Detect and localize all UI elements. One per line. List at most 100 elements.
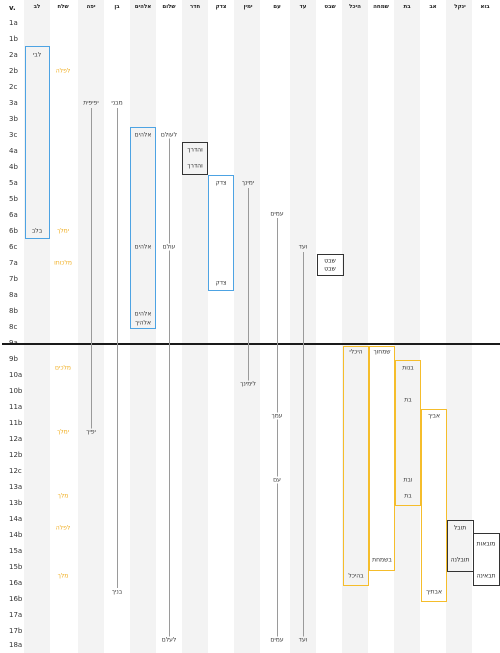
column-header-heichal: היכל (349, 4, 361, 10)
column-header-shalach: שלח (57, 4, 69, 10)
word-shalom-18b: לעלם (160, 636, 178, 644)
word-belev: בלב (31, 227, 43, 235)
verse-label: 6a (9, 211, 18, 219)
verse-label: 5b (9, 195, 18, 203)
verse-label: 2c (9, 83, 18, 91)
word-bo-16b: תבאינה (476, 572, 496, 580)
verse-label: 3b (9, 115, 18, 123)
group-box-lev (25, 46, 50, 239)
column-header-tzedek: צדק (215, 4, 227, 10)
word-heichal-16b: בהיכל (348, 572, 364, 580)
verse-label: 12c (9, 467, 22, 475)
verse-label: 6c (9, 243, 18, 251)
verse-label: 2a (9, 51, 18, 59)
column-header-cheder: חדר (189, 4, 201, 10)
word-shalach-2b: לפלה (55, 67, 71, 75)
verse-label: 6b (9, 227, 18, 235)
word-ad-7a: ועד (297, 243, 309, 251)
column-header-simcha: שמחה (373, 4, 389, 10)
verse-label: 8a (9, 291, 18, 299)
word-shevet-7b-1: שבט (324, 257, 336, 265)
word-elohim-3c: אלהים (134, 131, 152, 139)
word-cheder-4b: והדרך (187, 162, 203, 170)
word-am-13a: עם (272, 476, 282, 484)
word-shalach-6c: ימלך (56, 227, 70, 235)
verse-label: 14a (9, 515, 23, 523)
word-shalach-12a: ימלך (56, 428, 70, 436)
connector-line (303, 252, 304, 638)
verse-label: 7b (9, 275, 18, 283)
word-shalach-14a: מלך (57, 492, 69, 500)
verse-label: 1b (9, 35, 18, 43)
column-shade (446, 0, 472, 653)
connector-line (117, 108, 118, 588)
verse-label: 17a (9, 611, 23, 619)
word-cheder-4a: והדרך (187, 146, 203, 154)
word-elohim-8c-2: אלהיך (135, 319, 151, 327)
group-box-heichal (343, 346, 369, 586)
verse-label: 8b (9, 307, 18, 315)
verse-label: 5a (9, 179, 18, 187)
verse-label: 16b (9, 595, 23, 603)
verse-label: 12a (9, 435, 23, 443)
column-shade (24, 0, 50, 653)
column-shade (182, 0, 208, 653)
word-levi: לבי (32, 51, 42, 59)
verse-label: 10b (9, 387, 23, 395)
column-header-yinkal: ינקל (454, 4, 466, 10)
column-header-bat: בת (403, 4, 411, 10)
column-header-ad: עד (299, 4, 307, 10)
column-header-elohim: אלהים (134, 4, 152, 10)
word-shevet-7b-2: שבט (324, 265, 336, 273)
group-box-shevet (317, 254, 344, 276)
group-box-bat (395, 360, 421, 506)
word-bat-14a: בת (404, 492, 412, 500)
word-bat-10a: בנות (402, 364, 414, 372)
column-header-yafe: יפה (86, 4, 96, 10)
word-shalach-15a: לפלה (55, 524, 71, 532)
connector-line (91, 108, 92, 431)
word-shalach-10a: מלכים (55, 364, 71, 372)
verse-label: 17b (9, 627, 23, 635)
verse-label: 10a (9, 371, 23, 379)
word-bat-11a: בת (404, 396, 412, 404)
column-shade (394, 0, 420, 653)
word-av-17a: אבתיך (426, 588, 442, 596)
word-yinkal-16a: תובלנה (450, 556, 470, 564)
verse-label: 15a (9, 547, 23, 555)
verse-label: 11b (9, 419, 23, 427)
word-ben-17a: בניך (110, 588, 124, 596)
verse-label: 15b (9, 563, 23, 571)
verse-label: 3c (9, 131, 18, 139)
word-simcha-16a: בשמחת (372, 556, 392, 564)
word-yamin-10b: לימינך (239, 380, 257, 388)
column-header-lev: לב (33, 4, 41, 10)
word-tzedek-5a: צדק (215, 179, 227, 187)
column-header-bo: בוא (480, 4, 490, 10)
column-shade (130, 0, 156, 653)
verse-label: 13b (9, 499, 23, 507)
verse-label: 9b (9, 355, 18, 363)
column-shade (234, 0, 260, 653)
verse-header: v. (9, 4, 16, 12)
word-ad-18b: ועד (297, 636, 309, 644)
word-shalom-7a: עולם (161, 243, 177, 251)
group-box-simcha (369, 346, 395, 571)
section-divider (2, 343, 500, 345)
connector-line (169, 138, 170, 638)
word-ben-3a: מבני (110, 99, 124, 107)
connector-line (277, 218, 278, 638)
verse-label: 14b (9, 531, 23, 539)
word-shalach-7b: מלכותו (54, 259, 72, 267)
verse-label: 8c (9, 323, 18, 331)
word-yamin-5a: ימינך (240, 179, 256, 187)
word-shalom-3c: לעולם (159, 131, 179, 139)
word-bo-15b: מובאות (476, 540, 496, 548)
word-am-18b: עמים (269, 636, 285, 644)
group-box-tzedek (208, 175, 234, 291)
column-header-shalom: שלום (162, 4, 176, 10)
word-tzedek-8a: צדק (215, 279, 227, 287)
verse-label: 11a (9, 403, 23, 411)
group-box-cheder (182, 142, 208, 175)
